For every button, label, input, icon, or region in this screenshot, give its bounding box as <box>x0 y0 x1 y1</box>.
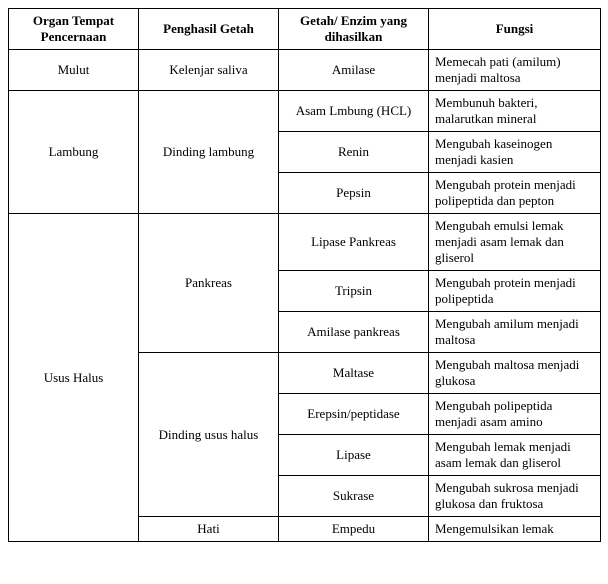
cell-enzim-amilase: Amilase <box>279 50 429 91</box>
cell-enzim-tripsin: Tripsin <box>279 271 429 312</box>
cell-enzim-amilase-pankreas: Amilase pankreas <box>279 312 429 353</box>
table-header-row: Organ Tempat Pencernaan Penghasil Getah … <box>9 9 601 50</box>
header-organ: Organ Tempat Pencernaan <box>9 9 139 50</box>
cell-fungsi: Mengubah kaseinogen menjadi kasien <box>429 132 601 173</box>
cell-enzim-empedu: Empedu <box>279 517 429 542</box>
header-penghasil: Penghasil Getah <box>139 9 279 50</box>
cell-enzim-pepsin: Pepsin <box>279 173 429 214</box>
cell-fungsi: Mengubah sukrosa menjadi glukosa dan fru… <box>429 476 601 517</box>
cell-organ-lambung: Lambung <box>9 91 139 214</box>
digestion-table: Organ Tempat Pencernaan Penghasil Getah … <box>8 8 601 542</box>
cell-fungsi: Mengubah amilum menjadi maltosa <box>429 312 601 353</box>
cell-enzim-renin: Renin <box>279 132 429 173</box>
cell-fungsi: Mengubah protein menjadi polipeptida dan… <box>429 173 601 214</box>
cell-fungsi: Mengubah emulsi lemak menjadi asam lemak… <box>429 214 601 271</box>
cell-fungsi: Memecah pati (amilum) menjadi maltosa <box>429 50 601 91</box>
cell-fungsi: Mengubah maltosa menjadi glukosa <box>429 353 601 394</box>
cell-enzim-lipase-pankreas: Lipase Pankreas <box>279 214 429 271</box>
cell-fungsi: Membunuh bakteri, malarutkan mineral <box>429 91 601 132</box>
header-enzim: Getah/ Enzim yang dihasilkan <box>279 9 429 50</box>
cell-enzim-sukrase: Sukrase <box>279 476 429 517</box>
cell-fungsi: Mengubah polipeptida menjadi asam amino <box>429 394 601 435</box>
header-fungsi: Fungsi <box>429 9 601 50</box>
table-row: Usus Halus Pankreas Lipase Pankreas Meng… <box>9 214 601 271</box>
cell-enzim-erepsin: Erepsin/peptidase <box>279 394 429 435</box>
cell-organ-mulut: Mulut <box>9 50 139 91</box>
table-row: Mulut Kelenjar saliva Amilase Memecah pa… <box>9 50 601 91</box>
cell-fungsi: Mengemulsikan lemak <box>429 517 601 542</box>
cell-enzim-maltase: Maltase <box>279 353 429 394</box>
cell-penghasil-dinding-lambung: Dinding lambung <box>139 91 279 214</box>
cell-penghasil-pankreas: Pankreas <box>139 214 279 353</box>
table-row: Lambung Dinding lambung Asam Lmbung (HCL… <box>9 91 601 132</box>
cell-penghasil-saliva: Kelenjar saliva <box>139 50 279 91</box>
cell-enzim-hcl: Asam Lmbung (HCL) <box>279 91 429 132</box>
cell-organ-usus-halus: Usus Halus <box>9 214 139 542</box>
cell-penghasil-hati: Hati <box>139 517 279 542</box>
cell-fungsi: Mengubah lemak menjadi asam lemak dan gl… <box>429 435 601 476</box>
cell-enzim-lipase: Lipase <box>279 435 429 476</box>
cell-penghasil-dinding-usus: Dinding usus halus <box>139 353 279 517</box>
cell-fungsi: Mengubah protein menjadi polipeptida <box>429 271 601 312</box>
